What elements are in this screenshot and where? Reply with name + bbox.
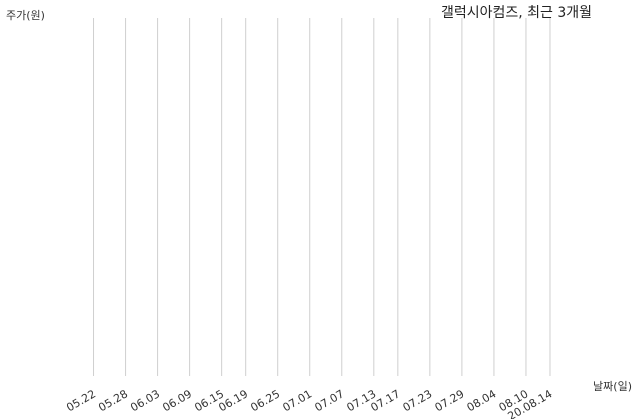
y-axis-label: 주가(원) <box>6 9 45 22</box>
x-tick-label: 08.04 <box>465 387 499 414</box>
x-axis-ticks: 05.2205.2806.0306.0906.1506.1906.2507.01… <box>64 387 554 419</box>
x-tick-label: 05.28 <box>96 387 130 414</box>
x-tick-label: 06.03 <box>128 387 162 414</box>
x-tick-label: 06.09 <box>160 387 194 414</box>
x-tick-label: 07.01 <box>280 387 314 414</box>
x-tick-label: 07.29 <box>433 387 467 414</box>
x-tick-label: 05.22 <box>64 387 98 414</box>
x-axis-label: 날짜(일) <box>593 380 632 393</box>
grid-lines <box>93 18 551 376</box>
chart-title: 갤럭시아컴즈, 최근 3개월 <box>440 5 592 21</box>
x-tick-label: 06.25 <box>248 387 282 414</box>
x-tick-label: 07.07 <box>312 387 346 414</box>
x-tick-label: 07.23 <box>401 387 435 414</box>
